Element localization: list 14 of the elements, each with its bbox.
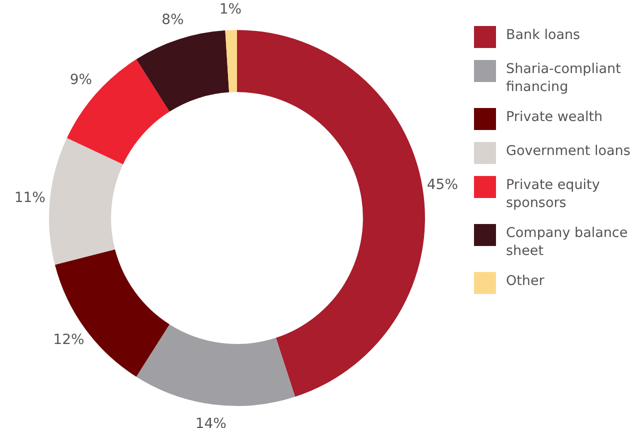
data-label: 9% [70,72,92,88]
legend-label: Private equity sponsors [506,176,601,212]
data-label: 8% [162,12,184,28]
data-label: 45% [426,177,458,194]
legend-label: Government loans [506,142,630,160]
legend-label: Sharia-compliant financing [506,60,622,96]
legend-label: Private wealth [506,108,603,126]
legend-label: Bank loans [506,26,580,44]
legend-label: Other [506,272,544,290]
data-label: 11% [14,190,46,206]
data-label: 14% [195,416,226,428]
data-label: 1% [219,2,242,18]
legend-label: Company balance sheet [506,224,629,260]
data-label: 12% [53,332,84,348]
